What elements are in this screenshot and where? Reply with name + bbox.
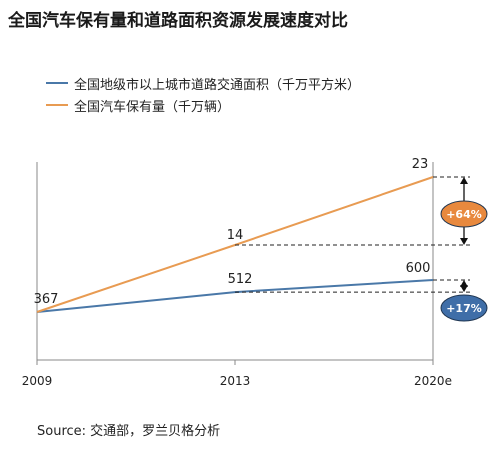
data-label-road: 367 [34,292,59,307]
legend-label-road: 全国地级市以上城市道路交通面积（千万平方米） [74,77,361,93]
x-tick-label: 2009 [22,374,53,388]
x-tick-label: 2013 [220,374,251,388]
data-label-road: 512 [228,272,253,287]
growth-arrow-car-head-top [460,177,468,184]
legend-swatch-road [46,82,68,84]
growth-badge-car [440,200,488,228]
data-label-road: 600 [406,261,431,276]
growth-arrow-car-head-bottom [460,238,468,245]
legend-item-road: 全国地级市以上城市道路交通面积（千万平方米） [46,72,360,94]
chart-title: 全国汽车保有量和道路面积资源发展速度对比 [8,11,348,31]
legend: 全国地级市以上城市道路交通面积（千万平方米） 全国汽车保有量（千万辆） [46,72,360,116]
x-tick-label: 2020e [414,374,452,388]
legend-label-car: 全国汽车保有量（千万辆） [74,99,231,115]
growth-arrow-road-head-bottom [460,285,468,293]
data-label-car: 14 [227,228,244,243]
growth-badge-road-text: +17% [446,302,482,315]
legend-item-car: 全国汽车保有量（千万辆） [46,94,360,116]
source-note: Source: 交通部，罗兰贝格分析 [37,424,221,439]
data-label-car: 23 [412,157,429,172]
growth-badge-road [440,294,488,322]
growth-badge-car-text: +64% [446,208,482,221]
legend-swatch-car [46,104,68,106]
